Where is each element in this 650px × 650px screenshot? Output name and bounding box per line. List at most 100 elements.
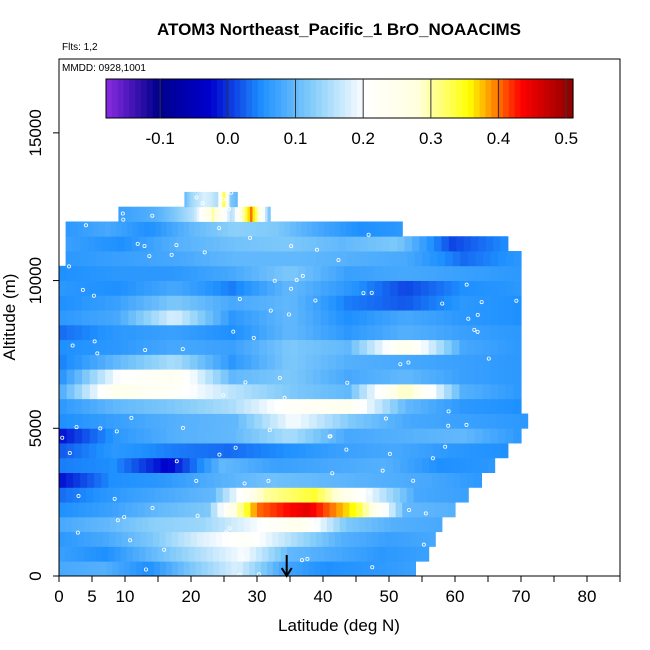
heat-cell: [121, 531, 129, 547]
heat-cell: [199, 516, 207, 533]
sample-point: [66, 264, 71, 269]
heat-cell: [382, 280, 391, 296]
heat-cell: [220, 354, 229, 370]
sample-point: [300, 273, 305, 278]
heat-cell: [418, 413, 427, 429]
heat-cell: [82, 428, 91, 444]
heat-cell: [389, 502, 397, 518]
heat-cell: [82, 280, 91, 296]
heat-cell: [95, 457, 104, 473]
heat-cell: [127, 487, 135, 503]
heat-cell: [402, 413, 412, 429]
y-tick-label: 15000: [26, 109, 45, 156]
heat-cell: [459, 310, 468, 326]
heat-cell: [374, 369, 383, 385]
heat-cell: [204, 191, 207, 208]
heat-cell: [297, 428, 306, 444]
heat-cell: [246, 413, 255, 429]
heat-cell: [189, 354, 199, 370]
heat-cell: [166, 310, 176, 326]
heat-cell: [382, 265, 391, 281]
heat-cell: [350, 443, 359, 459]
heat-cell: [211, 457, 220, 473]
heat-cell: [189, 369, 199, 385]
sample-point: [92, 339, 97, 344]
heat-cell: [105, 413, 115, 429]
heat-cell: [189, 428, 199, 444]
heat-cell: [436, 265, 445, 281]
heat-cell: [505, 369, 514, 385]
heat-cell: [184, 531, 192, 547]
heat-cell: [166, 221, 173, 237]
heat-cell: [202, 191, 205, 208]
heat-cell: [405, 383, 414, 400]
heat-cell: [264, 236, 273, 252]
heat-cell: [80, 472, 88, 488]
heat-cell: [336, 310, 345, 326]
heat-cell: [205, 339, 214, 355]
colorbar-segment: [327, 79, 335, 118]
heat-cell: [197, 502, 205, 518]
heat-cell: [294, 236, 303, 252]
sample-point: [361, 291, 366, 296]
heat-cell: [326, 472, 335, 488]
heat-cell: [420, 265, 430, 281]
heat-cell: [169, 206, 173, 222]
heat-cell: [139, 236, 148, 252]
heat-cell: [121, 413, 130, 429]
heat-cell: [194, 206, 198, 222]
heat-cell: [89, 383, 99, 400]
colorbar-segment: [415, 79, 422, 118]
heat-cell: [166, 280, 176, 296]
x-tick-label: 70: [512, 587, 531, 606]
heat-cell: [217, 251, 226, 267]
heat-cell: [153, 531, 160, 547]
heat-cell: [297, 265, 306, 281]
heat-cell: [179, 206, 183, 222]
sample-point: [143, 567, 148, 572]
heat-cell: [200, 191, 202, 208]
heat-cell: [222, 191, 224, 208]
heat-cell: [160, 413, 169, 429]
heat-cell: [133, 251, 143, 267]
heat-cell: [485, 236, 494, 252]
sample-point: [299, 558, 304, 563]
heat-cell: [374, 310, 383, 326]
heat-cell: [274, 295, 283, 311]
heat-cell: [144, 502, 152, 518]
heat-cell: [228, 295, 237, 311]
heat-cell: [59, 502, 67, 518]
heat-cell: [428, 383, 437, 400]
heat-cell: [513, 324, 522, 341]
heat-cell: [159, 369, 168, 385]
heat-cell: [314, 561, 321, 577]
heat-cell: [389, 236, 398, 252]
heat-cell: [365, 487, 374, 503]
heat-cell: [114, 546, 122, 562]
heat-cell: [189, 221, 196, 237]
heat-cell: [201, 191, 203, 208]
colorbar-segment: [456, 79, 463, 118]
sample-point: [282, 395, 287, 400]
heat-cell: [213, 383, 222, 400]
heat-cell: [243, 324, 253, 341]
heat-cell: [375, 502, 383, 518]
heat-cell: [111, 443, 120, 459]
heat-cell: [331, 487, 340, 503]
heat-cell: [282, 398, 291, 414]
heat-cell: [183, 561, 191, 577]
heat-cell: [451, 265, 460, 281]
sample-point: [217, 452, 222, 457]
heat-cell: [359, 280, 368, 296]
heat-cell: [77, 531, 85, 547]
heat-cell: [134, 487, 142, 503]
date-annotation: MMDD: 0928,1001: [62, 63, 146, 74]
heat-cell: [413, 398, 422, 414]
heat-cell: [213, 398, 222, 414]
heat-cell: [243, 295, 253, 311]
heat-cell: [328, 339, 337, 355]
heat-cell: [403, 472, 412, 488]
heat-cell: [290, 487, 299, 503]
heat-cell: [372, 531, 380, 547]
heat-cell: [82, 221, 89, 237]
